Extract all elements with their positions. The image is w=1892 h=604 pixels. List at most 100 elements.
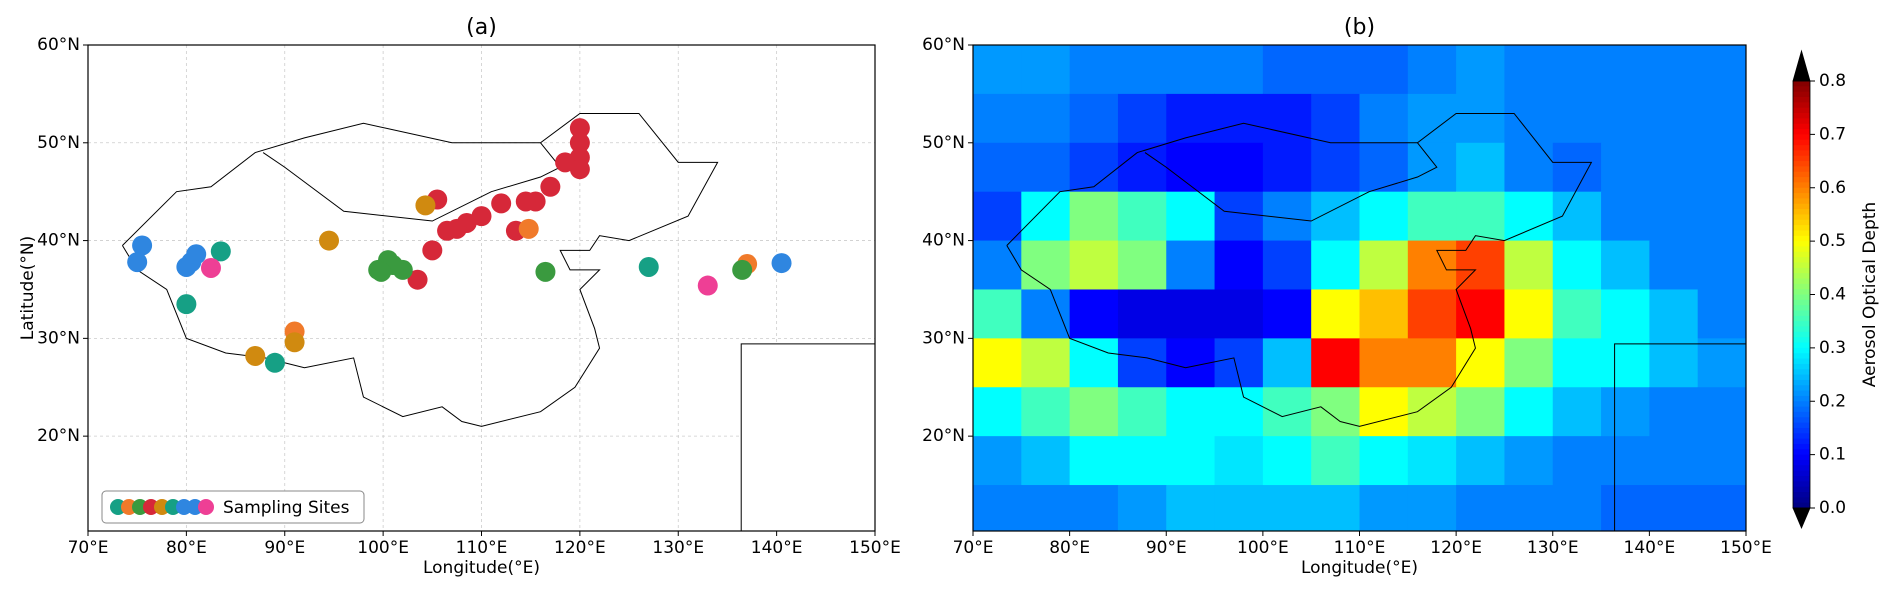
aod-cell — [1601, 45, 1650, 95]
aod-cell — [1021, 191, 1071, 242]
aod-cell — [1456, 191, 1505, 242]
chart-title: (b) — [1344, 15, 1375, 40]
aod-cell — [1311, 338, 1360, 388]
site-point — [415, 195, 436, 216]
x-tick-label: 110°E — [456, 538, 508, 558]
x-tick-label: 100°E — [357, 538, 409, 558]
x-tick-label: 120°E — [554, 538, 606, 558]
y-axis-label: Latitude(°N) — [18, 236, 38, 340]
aod-cell — [1166, 485, 1216, 531]
aod-cell — [1117, 436, 1167, 486]
aod-cell — [1601, 289, 1650, 339]
aod-cell — [1697, 436, 1746, 486]
colorbar-step — [1793, 129, 1810, 135]
x-tick-label: 70°E — [953, 538, 994, 558]
aod-cell — [1407, 485, 1457, 531]
aod-cell — [1311, 387, 1360, 437]
aod-cell — [1214, 45, 1264, 95]
aod-cell — [1456, 289, 1505, 339]
aod-cell — [973, 191, 1022, 242]
x-tick-label: 140°E — [751, 538, 803, 558]
aod-cell — [1262, 45, 1312, 95]
colorbar-step — [1793, 91, 1810, 98]
colorbar-step — [1793, 438, 1810, 445]
aod-cell — [973, 387, 1022, 437]
aod-cell — [1504, 142, 1554, 193]
aod-cell — [1166, 142, 1216, 193]
legend-label: Sampling Sites — [223, 498, 350, 518]
aod-cell — [1311, 289, 1360, 339]
aod-cell — [1117, 240, 1167, 290]
colorbar-extend-bottom — [1792, 507, 1811, 530]
colorbar-step — [1793, 411, 1810, 418]
aod-cell — [1456, 436, 1505, 486]
site-point — [569, 159, 590, 180]
site-point — [638, 256, 659, 277]
aod-cell — [1601, 240, 1650, 290]
colorbar-step — [1793, 369, 1810, 376]
colorbar-tick-label: 0.7 — [1819, 124, 1846, 144]
colorbar-step — [1793, 337, 1810, 344]
aod-cell — [1262, 93, 1312, 144]
colorbar-step — [1793, 118, 1810, 125]
x-tick-label: 140°E — [1624, 538, 1676, 558]
aod-cell — [1214, 93, 1264, 144]
colorbar-step — [1793, 203, 1810, 210]
aod-cell — [1021, 240, 1071, 290]
aod-cell — [1407, 436, 1457, 486]
aod-cell — [1021, 338, 1071, 388]
aod-cell — [1262, 387, 1312, 437]
colorbar-step — [1793, 273, 1810, 280]
x-tick-label: 80°E — [166, 538, 207, 558]
aod-cell — [1214, 485, 1264, 531]
aod-cell — [1407, 289, 1457, 339]
colorbar-step — [1793, 454, 1810, 461]
aod-cell — [1504, 93, 1554, 144]
colorbar-step — [1793, 107, 1810, 114]
aod-cell — [1697, 191, 1746, 242]
site-point — [569, 132, 590, 153]
legend-dot — [165, 499, 181, 515]
colorbar-step — [1793, 283, 1810, 290]
aod-cell — [1649, 387, 1699, 437]
aod-cell — [1359, 191, 1409, 242]
site-point — [284, 332, 305, 353]
colorbar-step — [1793, 358, 1810, 365]
y-tick-label: 50°N — [922, 133, 965, 153]
border — [262, 142, 561, 222]
aod-cell — [1504, 191, 1554, 242]
aod-cell — [1021, 289, 1071, 339]
aod-cell — [1069, 93, 1119, 144]
colorbar-step — [1793, 150, 1810, 157]
aod-cell — [1552, 289, 1602, 339]
legend-dot — [198, 499, 214, 515]
site-point — [697, 275, 718, 296]
colorbar-step — [1793, 171, 1810, 178]
y-tick-label: 20°N — [37, 426, 80, 446]
aod-cell — [1262, 240, 1312, 290]
aod-cell — [1069, 387, 1119, 437]
aod-cell — [1214, 191, 1264, 242]
y-tick-label: 40°N — [922, 231, 965, 251]
aod-cell — [1069, 45, 1119, 95]
aod-cell — [1214, 387, 1264, 437]
colorbar-step — [1793, 278, 1810, 285]
aod-cell — [1262, 338, 1312, 388]
aod-cell — [1552, 338, 1602, 388]
colorbar-step — [1793, 481, 1810, 488]
aod-cell — [1407, 191, 1457, 242]
border — [1006, 112, 1593, 427]
site-point — [569, 118, 590, 139]
aod-cell — [1311, 142, 1360, 193]
aod-cell — [1407, 240, 1457, 290]
x-tick-label: 130°E — [652, 538, 704, 558]
colorbar-step — [1793, 305, 1810, 312]
colorbar-step — [1793, 246, 1810, 253]
aod-cell — [1117, 45, 1167, 95]
colorbar-step — [1793, 230, 1810, 237]
site-point — [127, 252, 148, 273]
colorbar-step — [1793, 97, 1810, 103]
plot-area — [973, 45, 1746, 531]
colorbar-step — [1793, 267, 1810, 274]
x-tick-label: 70°E — [68, 538, 109, 558]
